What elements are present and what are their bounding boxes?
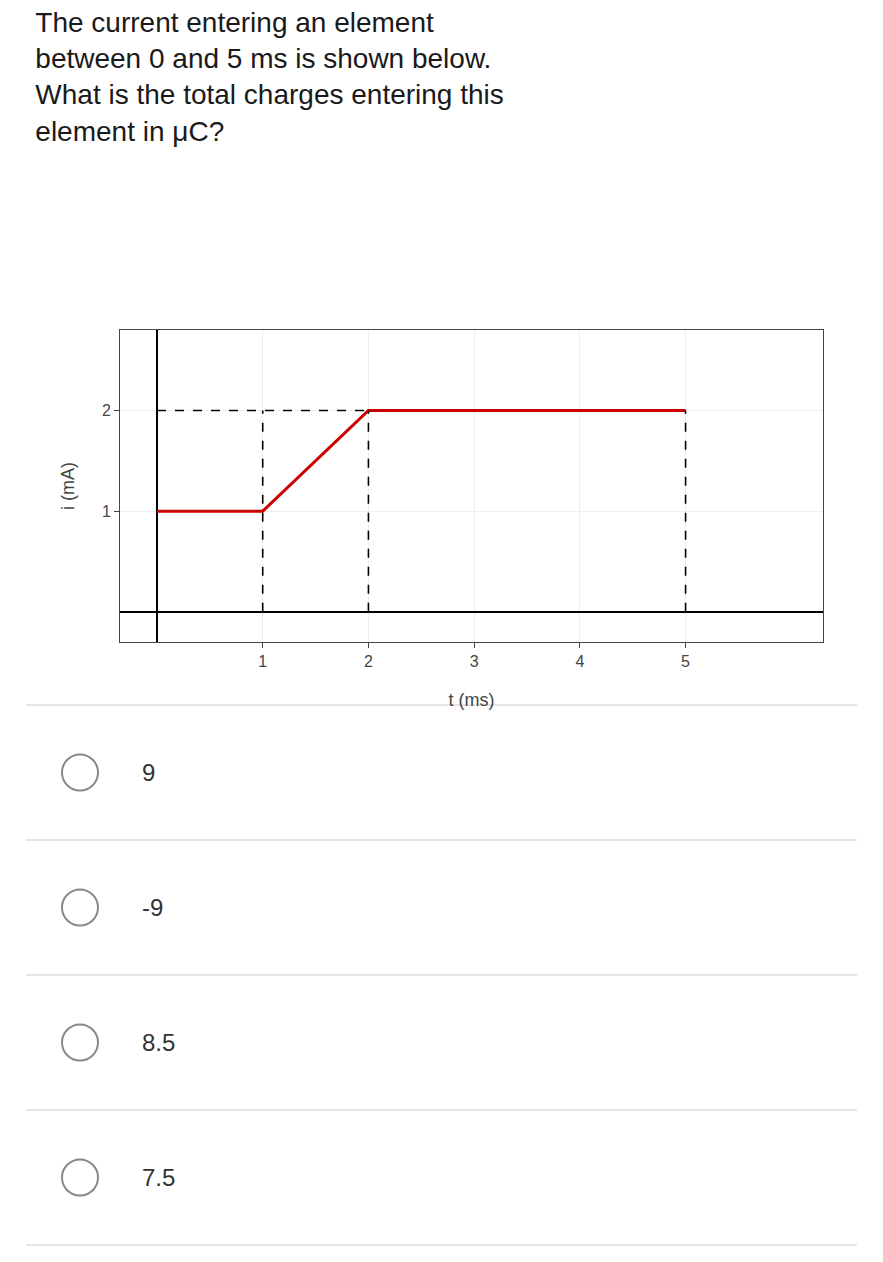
svg-text:2: 2: [364, 653, 373, 670]
svg-text:1: 1: [258, 653, 267, 670]
svg-text:2: 2: [102, 402, 111, 419]
svg-text:4: 4: [575, 653, 584, 670]
svg-text:5: 5: [681, 653, 690, 670]
svg-text:9: 9: [142, 759, 155, 786]
svg-text:1: 1: [102, 503, 111, 520]
svg-text:7.5: 7.5: [142, 1164, 175, 1191]
svg-text:t (ms): t (ms): [449, 690, 495, 710]
svg-text:-9: -9: [142, 894, 163, 921]
svg-text:The current entering an elemen: The current entering an elementbetween 0…: [35, 7, 503, 147]
svg-text:3: 3: [470, 653, 479, 670]
svg-text:8.5: 8.5: [142, 1029, 175, 1056]
svg-text:i (mA): i (mA): [58, 462, 78, 510]
